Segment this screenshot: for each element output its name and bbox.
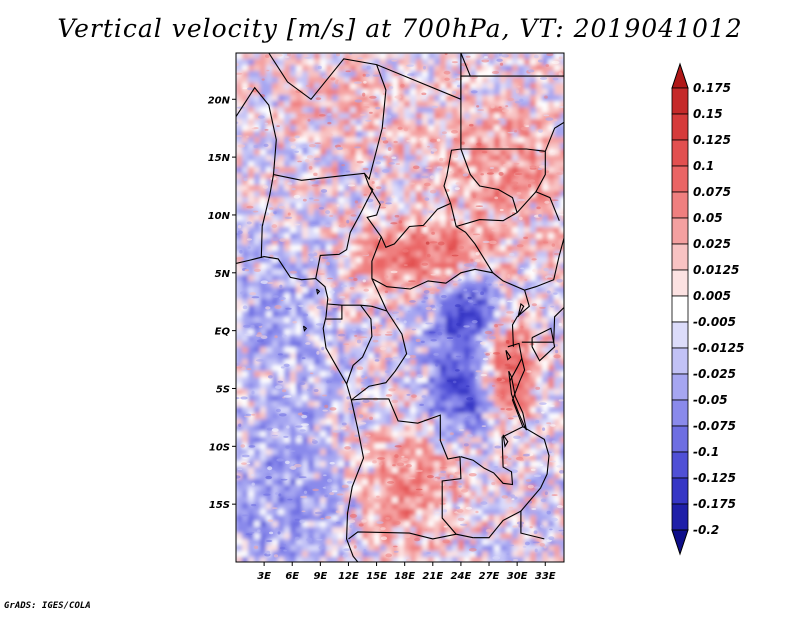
x-tick-label: 24E (451, 571, 472, 582)
colorbar-label: 0.0125 (693, 263, 739, 277)
y-tick-label: 15S (209, 500, 230, 511)
x-tick-label: 33E (535, 571, 556, 582)
colorbar-label: -0.0125 (693, 341, 744, 355)
colorbar-label: 0.025 (693, 237, 731, 251)
colorbar-segment (671, 87, 689, 115)
colorbar-segment (671, 399, 689, 427)
colorbar-label: 0.1 (693, 159, 714, 173)
x-tick-label: 27E (479, 571, 500, 582)
colorbar-segment (671, 243, 689, 271)
colorbar-label: -0.175 (693, 497, 736, 511)
x-tick-label: 21E (422, 571, 443, 582)
country-borders (236, 53, 564, 562)
x-tick-label: 6E (285, 571, 299, 582)
y-tick-label: EQ (215, 327, 231, 338)
colorbar-label: -0.025 (693, 367, 736, 381)
colorbar-top-arrow (671, 62, 689, 89)
colorbar: 0.175 0.15 0.125 0.1 0.075 0.05 0.025 0.0125 0.0… (671, 62, 744, 556)
colorbar-label: -0.2 (693, 523, 719, 537)
y-tick-label: 10S (209, 442, 230, 453)
y-axis: 20N 15N 10N 5N EQ 5S 10S 15S (208, 95, 236, 511)
colorbar-label: -0.05 (693, 393, 728, 407)
colorbar-label: -0.075 (693, 419, 736, 433)
y-tick-label: 15N (208, 153, 231, 164)
x-tick-label: 12E (338, 571, 359, 582)
colorbar-segment (671, 217, 689, 245)
x-tick-label: 18E (394, 571, 415, 582)
colorbar-label: 0.175 (693, 81, 731, 95)
colorbar-label: 0.05 (693, 211, 723, 225)
colorbar-segment (671, 295, 689, 323)
colorbar-segment (671, 347, 689, 375)
colorbar-segment (671, 503, 689, 531)
colorbar-label: -0.005 (693, 315, 736, 329)
y-tick-label: 20N (208, 95, 231, 106)
y-tick-label: 10N (208, 211, 231, 222)
y-tick-label: 5N (215, 269, 231, 280)
velocity-field (236, 53, 564, 562)
x-tick-label: 9E (313, 571, 327, 582)
colorbar-segment (671, 373, 689, 401)
colorbar-label: 0.005 (693, 289, 731, 303)
x-axis: 3E 6E 9E 12E 15E 18E 21E 24E 27E 30E 33E (257, 562, 556, 582)
colorbar-label: 0.15 (693, 107, 723, 121)
chart-title: Vertical velocity [m/s] at 700hPa, VT: 2… (57, 14, 743, 43)
x-tick-label: 3E (257, 571, 271, 582)
y-tick-label: 5S (216, 384, 230, 395)
colorbar-segment (671, 139, 689, 167)
colorbar-segment (671, 113, 689, 141)
colorbar-segment (671, 451, 689, 479)
colorbar-segment (671, 477, 689, 505)
colorbar-label: 0.075 (693, 185, 731, 199)
colorbar-segment (671, 425, 689, 453)
colorbar-label: -0.1 (693, 445, 719, 459)
x-tick-label: 30E (507, 571, 528, 582)
colorbar-bottom-arrow (671, 529, 689, 556)
colorbar-segment (671, 321, 689, 349)
colorbar-segment (671, 269, 689, 297)
map-frame (235, 52, 565, 563)
footer-credit: GrADS: IGES/COLA (4, 601, 91, 611)
plot-area (236, 53, 564, 562)
colorbar-segment (671, 165, 689, 193)
x-tick-label: 15E (366, 571, 387, 582)
colorbar-segment (671, 191, 689, 219)
colorbar-label: -0.125 (693, 471, 736, 485)
colorbar-label: 0.125 (693, 133, 731, 147)
